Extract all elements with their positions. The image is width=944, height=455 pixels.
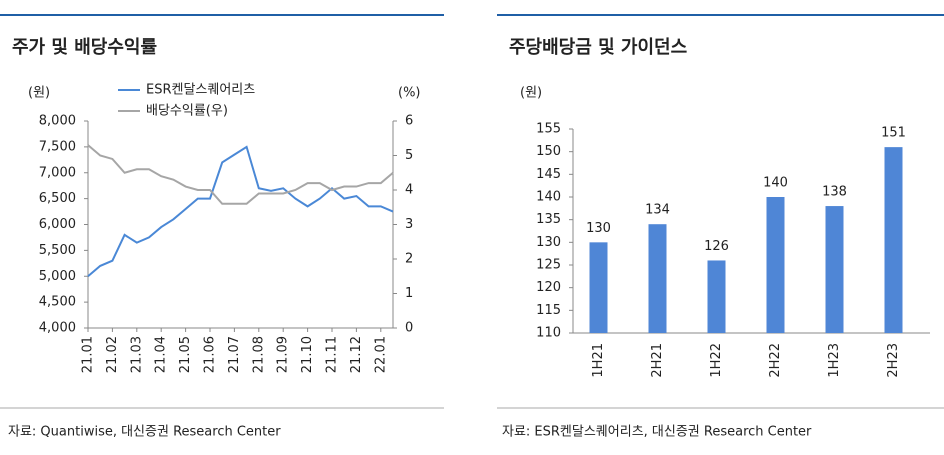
tick-label: 6,000: [39, 217, 76, 232]
y2-axis-unit: (%): [398, 86, 421, 101]
tick-label: 135: [536, 212, 561, 227]
x-tick-label: 1H22: [709, 343, 724, 378]
tick-label: 4,500: [39, 295, 76, 310]
bar: [766, 197, 785, 333]
x-tick-label: 21.04: [154, 336, 169, 373]
tick-label: 125: [536, 258, 561, 273]
tick-label: 0: [405, 321, 413, 336]
tick-label: 4: [405, 183, 413, 198]
tick-label: 115: [536, 303, 561, 318]
bar: [825, 206, 844, 333]
x-tick-label: 21.12: [349, 336, 364, 373]
tick-label: 1: [405, 286, 413, 301]
y-axis-unit: (원): [520, 86, 542, 101]
x-tick-label: 22.01: [373, 336, 388, 373]
chart-title: 주가 및 배당수익률: [12, 37, 157, 58]
x-tick-label: 1H21: [591, 343, 606, 378]
bar: [707, 260, 726, 333]
tick-label: 155: [536, 122, 561, 137]
data-label: 138: [822, 185, 847, 200]
tick-label: 6,500: [39, 191, 76, 206]
series-line: [87, 144, 394, 205]
tick-label: 120: [536, 280, 561, 295]
data-label: 151: [881, 126, 906, 141]
x-tick-label: 21.10: [300, 336, 315, 373]
source: 자료: Quantiwise, 대신증권 Research Center: [8, 425, 281, 440]
tick-label: 5: [405, 148, 413, 163]
tick-label: 145: [536, 167, 561, 182]
bar: [589, 242, 608, 333]
data-label: 130: [586, 221, 611, 236]
bar: [884, 147, 903, 333]
chart-title: 주당배당금 및 가이던스: [509, 37, 687, 58]
x-tick-label: 21.01: [81, 336, 96, 373]
tick-label: 6: [405, 114, 413, 129]
x-tick-label: 21.05: [178, 336, 193, 373]
tick-label: 2: [405, 252, 413, 267]
tick-label: 140: [536, 190, 561, 205]
tick-label: 8,000: [39, 114, 76, 129]
tick-label: 7,500: [39, 139, 76, 154]
x-tick-label: 21.09: [276, 336, 291, 373]
x-tick-label: 21.08: [251, 336, 266, 373]
bar: [648, 224, 667, 333]
x-tick-label: 2H21: [650, 343, 665, 378]
tick-label: 130: [536, 235, 561, 250]
tick-label: 110: [536, 326, 561, 341]
tick-label: 7,000: [39, 165, 76, 180]
x-tick-label: 1H23: [827, 343, 842, 378]
tick-label: 4,000: [39, 321, 76, 336]
data-label: 140: [763, 176, 788, 191]
data-label: 126: [704, 239, 729, 254]
y-axis-unit: (원): [28, 86, 50, 101]
legend-label: ESR켄달스퀘어리츠: [146, 83, 255, 98]
x-tick-label: 21.02: [105, 336, 120, 373]
x-tick-label: 2H23: [886, 343, 901, 378]
data-label: 134: [645, 203, 670, 218]
x-tick-label: 21.06: [203, 336, 218, 373]
x-tick-label: 21.11: [325, 336, 340, 373]
x-tick-label: 21.07: [227, 336, 242, 373]
legend-label: 배당수익률(우): [146, 104, 228, 119]
tick-label: 150: [536, 144, 561, 159]
x-tick-label: 21.03: [129, 336, 144, 373]
series-line: [87, 145, 394, 278]
tick-label: 5,500: [39, 243, 76, 258]
x-tick-label: 2H22: [768, 343, 783, 378]
source: 자료: ESR켄달스퀘어리츠, 대신증권 Research Center: [502, 425, 812, 440]
tick-label: 5,000: [39, 269, 76, 284]
tick-label: 3: [405, 217, 413, 232]
